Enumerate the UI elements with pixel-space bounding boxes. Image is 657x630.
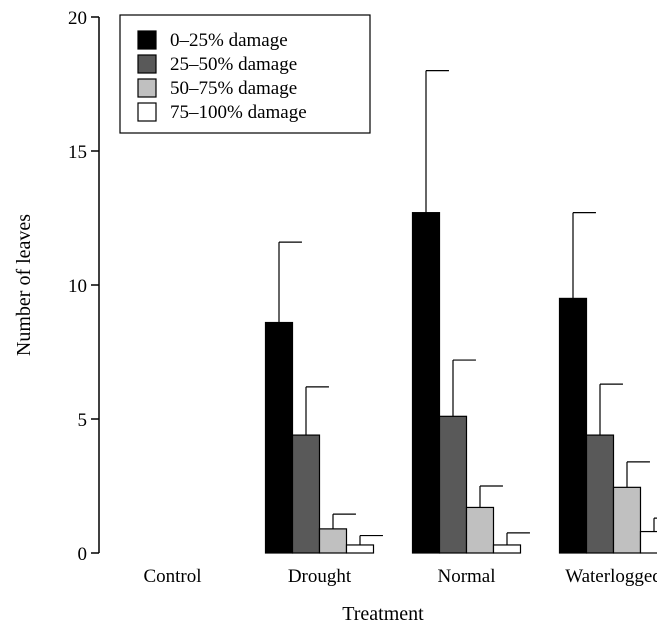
- y-tick-label: 10: [68, 276, 87, 297]
- legend-swatch: [137, 54, 157, 74]
- bar: [318, 528, 348, 554]
- x-tick-label: Control: [143, 566, 201, 587]
- y-tick-label: 20: [68, 8, 87, 29]
- legend-swatch: [137, 30, 157, 50]
- bar: [465, 506, 495, 554]
- bar: [438, 415, 468, 554]
- legend-swatch: [137, 102, 157, 122]
- x-tick-label: Normal: [437, 566, 495, 587]
- y-axis-title: Number of leaves: [13, 214, 35, 356]
- axes: 0 5 10 15 20 Control Drought Normal Waterlogged: [68, 8, 657, 587]
- legend-label: 75–100% damage: [170, 102, 307, 123]
- legend-swatch: [137, 78, 157, 98]
- bar: [585, 434, 615, 554]
- bars: [264, 69, 657, 554]
- legend: 0–25% damage 25–50% damage 50–75% damage 75…: [119, 14, 371, 134]
- x-tick-label: Waterlogged: [565, 566, 657, 587]
- bar: [264, 321, 294, 554]
- y-tick-label: 0: [78, 544, 88, 565]
- y-tick-label: 15: [68, 142, 87, 163]
- x-tick-label: Drought: [288, 566, 352, 587]
- bar: [612, 486, 642, 554]
- bar: [492, 544, 522, 554]
- bar: [291, 434, 321, 554]
- legend-label: 25–50% damage: [170, 54, 297, 75]
- bar: [639, 530, 657, 554]
- legend-box: [119, 14, 371, 134]
- y-tick-label: 5: [78, 410, 88, 431]
- bar: [345, 544, 375, 554]
- bar: [558, 297, 588, 554]
- bar: [411, 212, 441, 554]
- legend-label: 50–75% damage: [170, 78, 297, 99]
- x-axis-title: Treatment: [342, 603, 424, 625]
- legend-label: 0–25% damage: [170, 30, 288, 51]
